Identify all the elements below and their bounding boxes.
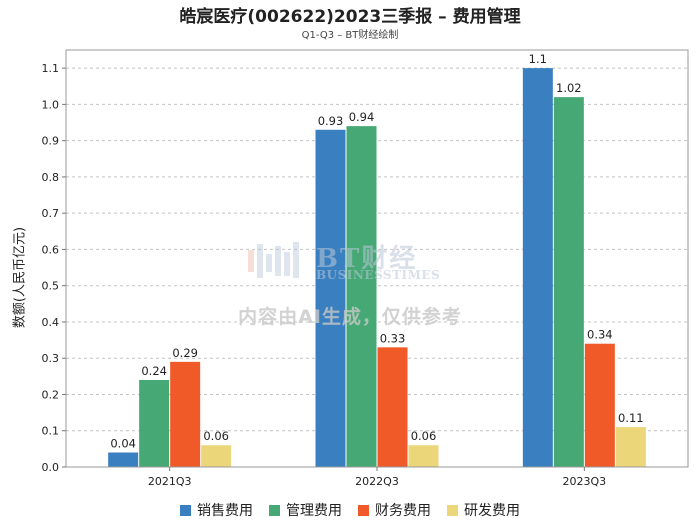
y-tick-label: 0.3 xyxy=(42,352,60,365)
legend-label: 销售费用 xyxy=(197,503,253,519)
legend-swatch xyxy=(269,504,280,516)
bar-2021Q3-2 xyxy=(170,361,201,467)
watermark-brand: BT财经 xyxy=(316,244,418,274)
y-tick-label: 1.1 xyxy=(42,62,60,75)
data-label: 0.93 xyxy=(318,114,344,128)
bar-2023Q3-0 xyxy=(522,68,553,467)
data-label: 0.29 xyxy=(172,346,198,360)
chart-subtitle: Q1-Q3 – BT财经绘制 xyxy=(301,30,399,41)
data-label: 1.02 xyxy=(556,81,582,95)
y-tick-label: 0.5 xyxy=(42,280,60,293)
y-tick-label: 0.1 xyxy=(42,425,60,438)
y-tick-label: 0.8 xyxy=(42,171,60,184)
legend-item: 管理费用 xyxy=(269,500,342,520)
y-tick-label: 0.6 xyxy=(42,243,60,256)
x-tick-label: 2023Q3 xyxy=(563,475,607,488)
bars xyxy=(108,68,646,467)
data-label: 0.06 xyxy=(411,429,437,443)
bt-logo-icon xyxy=(248,242,299,278)
legend-label: 财务费用 xyxy=(375,503,431,519)
chart-title: 皓宸医疗(002622)2023三季报 – 费用管理 xyxy=(179,7,521,27)
data-label: 0.94 xyxy=(349,110,375,124)
bar-2021Q3-0 xyxy=(108,452,139,467)
axes: 0.0 0.1 0.2 0.3 0.4 0.5 0.6 0.7 0.8 0.9 1.0 1.1 2021… xyxy=(42,49,689,488)
bar-2021Q3-3 xyxy=(201,445,232,467)
grid-lines xyxy=(66,67,688,432)
data-label: 0.04 xyxy=(110,436,136,450)
legend-swatch xyxy=(358,504,369,516)
x-tick-label: 2022Q3 xyxy=(355,475,399,488)
data-label: 0.06 xyxy=(203,429,229,443)
bar-2023Q3-3 xyxy=(615,427,646,467)
legend-item: 研发费用 xyxy=(447,500,520,520)
legend-label: 研发费用 xyxy=(464,503,520,519)
legend-swatch xyxy=(447,504,458,516)
data-label: 0.24 xyxy=(141,364,167,378)
data-label: 0.34 xyxy=(587,328,613,342)
data-label: 0.11 xyxy=(618,411,644,425)
legend: 销售费用 管理费用 财务费用 研发费用 xyxy=(0,500,700,520)
y-tick-label: 0.0 xyxy=(42,461,60,474)
x-tick-label: 2021Q3 xyxy=(148,475,192,488)
bar-2022Q3-2 xyxy=(377,347,408,467)
ai-notice-watermark: 内容由AI生成，仅供参考 xyxy=(238,306,462,328)
bar-2022Q3-0 xyxy=(315,129,346,467)
bar-2022Q3-3 xyxy=(408,445,439,467)
y-tick-label: 0.4 xyxy=(42,316,60,329)
bar-2023Q3-1 xyxy=(553,97,584,467)
legend-label: 管理费用 xyxy=(286,503,342,519)
bar-2022Q3-1 xyxy=(346,126,377,467)
watermark-subtitle: BUSINESSTIMES xyxy=(316,268,441,282)
bar-2021Q3-1 xyxy=(139,379,170,467)
legend-item: 财务费用 xyxy=(358,500,431,520)
data-label: 1.1 xyxy=(529,52,547,66)
y-tick-label: 0.7 xyxy=(42,207,60,220)
bar-2023Q3-2 xyxy=(584,343,615,467)
y-tick-label: 1.0 xyxy=(42,98,60,111)
data-labels: 0.04 0.24 0.29 0.06 0.93 0.94 0.33 0.06 1.1 1.02 0… xyxy=(110,52,643,450)
watermark: BT财经 BUSINESSTIMES xyxy=(246,238,476,288)
legend-item: 销售费用 xyxy=(180,500,253,520)
data-label: 0.33 xyxy=(380,331,406,345)
y-tick-label: 0.9 xyxy=(42,135,60,148)
legend-swatch xyxy=(180,504,191,516)
y-tick-label: 0.2 xyxy=(42,388,60,401)
